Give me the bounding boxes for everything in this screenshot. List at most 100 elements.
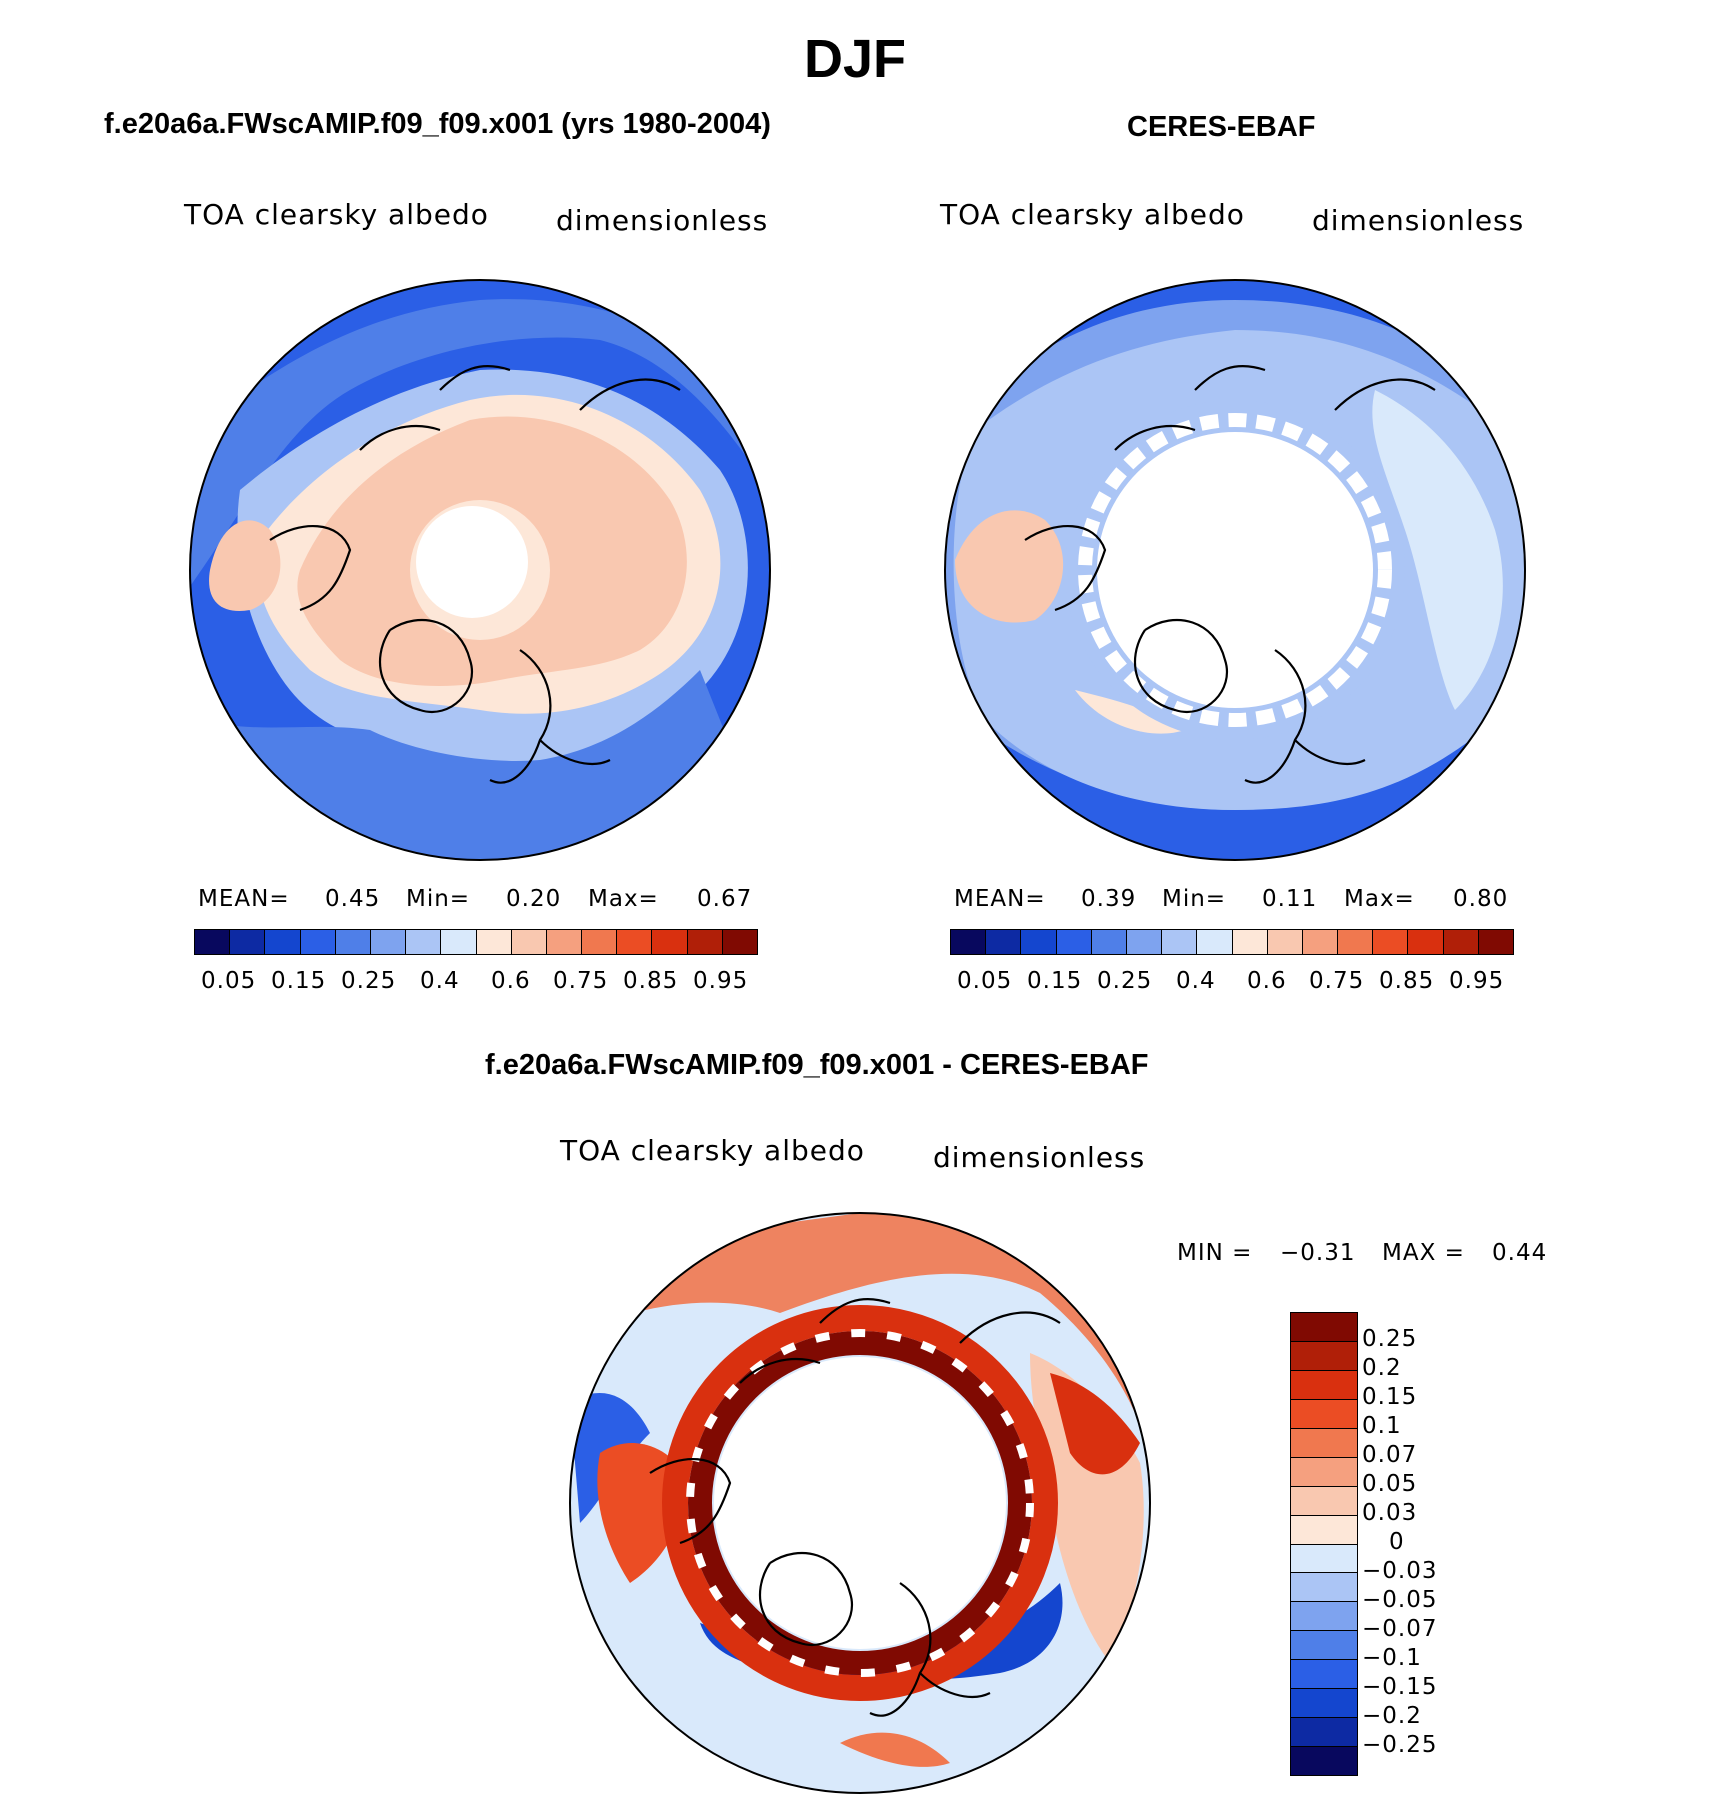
diff-colorbar-swatch-11 xyxy=(1291,1631,1357,1661)
model-colorbar-swatch-8 xyxy=(476,930,512,954)
model-field-alaska xyxy=(209,520,281,611)
obs-colorbar-swatch-11 xyxy=(1338,930,1374,954)
diff-colorbar-swatch-1 xyxy=(1291,1341,1357,1371)
diff-colorbar-swatch-14 xyxy=(1291,1718,1357,1748)
obs-variable-label: TOA clearsky albedo xyxy=(940,198,1245,231)
model-tick-5: 0.75 xyxy=(553,968,609,994)
model-coastlines xyxy=(269,365,681,784)
model-tick-0: 0.05 xyxy=(201,968,257,994)
model-tick-1: 0.15 xyxy=(271,968,327,994)
obs-tick-2: 0.25 xyxy=(1097,968,1153,994)
model-colorbar-swatch-15 xyxy=(722,930,757,954)
model-colorbar-swatch-9 xyxy=(511,930,547,954)
diff-tick-1: 0.2 xyxy=(1362,1355,1402,1381)
diff-tick-3: 0.1 xyxy=(1362,1413,1402,1439)
obs-tick-5: 0.75 xyxy=(1309,968,1365,994)
obs-field-greenland-tip xyxy=(1075,690,1185,734)
obs-field-alaska xyxy=(955,510,1064,623)
obs-units-label: dimensionless xyxy=(1312,204,1525,237)
diff-colorbar-swatch-15 xyxy=(1291,1747,1357,1775)
diff-tick-12: −0.15 xyxy=(1362,1674,1438,1700)
model-colorbar-swatch-6 xyxy=(406,930,442,954)
model-colorbar-swatch-5 xyxy=(370,930,407,954)
diff-tick-2: 0.15 xyxy=(1362,1384,1418,1410)
diff-tick-0: 0.25 xyxy=(1362,1326,1418,1352)
model-variable-label: TOA clearsky albedo xyxy=(184,198,489,231)
obs-polar-gap xyxy=(1097,432,1373,708)
model-polar-map xyxy=(189,279,771,861)
obs-colorbar xyxy=(950,929,1514,955)
diff-colorbar-swatch-2 xyxy=(1291,1370,1357,1400)
model-colorbar-swatch-7 xyxy=(441,930,477,954)
obs-field-ring-gaps xyxy=(1078,413,1392,727)
obs-case-title: CERES-EBAF xyxy=(1127,111,1316,143)
model-tick-3: 0.4 xyxy=(420,968,460,994)
diff-tick-10: −0.07 xyxy=(1362,1616,1438,1642)
model-colorbar-swatch-10 xyxy=(546,930,583,954)
obs-mean-value: 0.39 xyxy=(1081,886,1137,912)
diff-field-ring-dark xyxy=(688,1331,1032,1675)
obs-colorbar-swatch-1 xyxy=(986,930,1022,954)
diff-field-south-red xyxy=(840,1732,950,1767)
diff-tick-6: 0.03 xyxy=(1362,1500,1418,1526)
diff-colorbar-swatch-7 xyxy=(1291,1515,1357,1545)
diff-case-title: f.e20a6a.FWscAMIP.f09_f09.x001 - CERES-E… xyxy=(485,1049,1149,1081)
obs-colorbar-swatch-7 xyxy=(1197,930,1233,954)
model-field-north-pacific xyxy=(190,280,770,600)
model-colorbar-swatch-1 xyxy=(230,930,266,954)
model-colorbar-swatch-13 xyxy=(652,930,688,954)
model-max-label: Max= xyxy=(588,886,659,912)
obs-map-border xyxy=(944,279,1526,861)
model-min-value: 0.20 xyxy=(506,886,562,912)
model-tick-2: 0.25 xyxy=(341,968,397,994)
obs-colorbar-swatch-6 xyxy=(1162,930,1198,954)
model-mean-label: MEAN= xyxy=(198,886,290,912)
model-tick-6: 0.85 xyxy=(623,968,679,994)
obs-min-label: Min= xyxy=(1162,886,1227,912)
diff-colorbar-swatch-6 xyxy=(1291,1486,1357,1516)
model-colorbar xyxy=(194,929,758,955)
obs-coastlines xyxy=(1024,365,1436,784)
model-colorbar-swatch-14 xyxy=(687,930,723,954)
model-colorbar-swatch-4 xyxy=(335,930,371,954)
diff-colorbar-swatch-5 xyxy=(1291,1457,1357,1487)
diff-tick-8: −0.03 xyxy=(1362,1558,1438,1584)
diff-tick-13: −0.2 xyxy=(1362,1703,1422,1729)
diff-field-ring-red xyxy=(662,1305,1058,1701)
diff-field-ring-gaps xyxy=(686,1329,1034,1677)
figure-title: DJF xyxy=(803,29,906,89)
model-case-title: f.e20a6a.FWscAMIP.f09_f09.x001 (yrs 1980… xyxy=(104,108,771,140)
obs-colorbar-swatch-15 xyxy=(1478,930,1513,954)
obs-colorbar-swatch-12 xyxy=(1373,930,1409,954)
diff-tick-9: −0.05 xyxy=(1362,1587,1438,1613)
diff-colorbar-swatch-4 xyxy=(1291,1428,1357,1458)
model-min-label: Min= xyxy=(406,886,471,912)
obs-colorbar-swatch-13 xyxy=(1408,930,1444,954)
diff-tick-5: 0.05 xyxy=(1362,1471,1418,1497)
diff-polar-gap xyxy=(714,1357,1006,1649)
diff-max-value: 0.44 xyxy=(1492,1240,1548,1266)
obs-tick-4: 0.6 xyxy=(1247,968,1287,994)
diff-field-north-red xyxy=(580,1213,1150,1463)
model-mean-value: 0.45 xyxy=(325,886,381,912)
diff-tick-7: 0 xyxy=(1389,1529,1405,1555)
model-polar-gap xyxy=(416,506,528,618)
diff-map-border xyxy=(569,1212,1151,1794)
diff-colorbar-swatch-12 xyxy=(1291,1660,1357,1690)
diff-tick-11: −0.1 xyxy=(1362,1645,1422,1671)
obs-polar-map xyxy=(944,279,1526,861)
obs-field-eurasia xyxy=(1372,390,1503,710)
diff-colorbar-swatch-13 xyxy=(1291,1689,1357,1719)
obs-min-value: 0.11 xyxy=(1262,886,1318,912)
diff-colorbar-swatch-10 xyxy=(1291,1602,1357,1632)
model-max-value: 0.67 xyxy=(697,886,753,912)
diff-colorbar-swatch-3 xyxy=(1291,1399,1357,1429)
obs-colorbar-swatch-9 xyxy=(1267,930,1303,954)
obs-colorbar-swatch-10 xyxy=(1302,930,1339,954)
obs-mean-label: MEAN= xyxy=(954,886,1046,912)
obs-colorbar-swatch-5 xyxy=(1126,930,1163,954)
obs-colorbar-swatch-4 xyxy=(1091,930,1127,954)
diff-tick-4: 0.07 xyxy=(1362,1442,1418,1468)
model-map-border xyxy=(189,279,771,861)
model-colorbar-swatch-2 xyxy=(265,930,301,954)
